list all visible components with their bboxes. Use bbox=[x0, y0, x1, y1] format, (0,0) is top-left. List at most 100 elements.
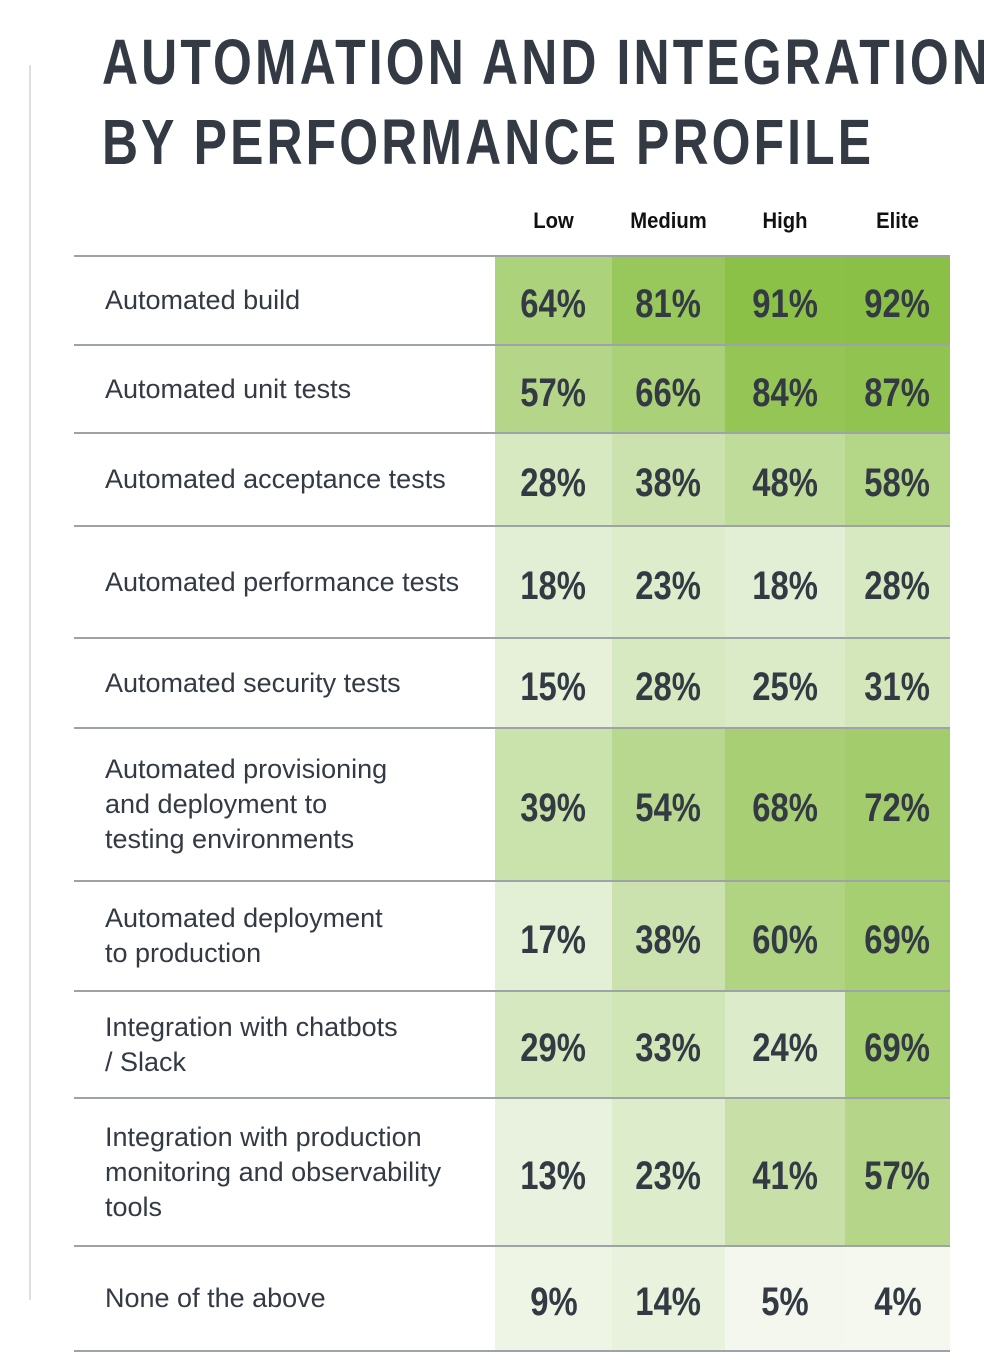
table-row: Integration with production monitoring a… bbox=[74, 1097, 950, 1245]
row-label: Automated performance tests bbox=[105, 566, 460, 597]
cell-value: 4% bbox=[873, 1280, 922, 1324]
heatmap-cell: 81% bbox=[612, 257, 725, 344]
heatmap-cell: 14% bbox=[612, 1247, 725, 1350]
cell-value: 66% bbox=[635, 370, 702, 415]
column-header-medium: Medium bbox=[630, 208, 707, 233]
cell-value: 57% bbox=[864, 1153, 931, 1198]
cell-value: 81% bbox=[635, 282, 702, 326]
heatmap-cell: 57% bbox=[845, 1099, 950, 1245]
heatmap-cell: 28% bbox=[495, 434, 612, 525]
row-label: Integration with production monitoring a… bbox=[105, 1121, 442, 1222]
heatmap-cell: 58% bbox=[845, 434, 950, 525]
row-label: Automated acceptance tests bbox=[105, 464, 446, 494]
decorative-line bbox=[29, 65, 31, 1300]
table-row: None of the above 9% 14% 5% 4% bbox=[74, 1245, 950, 1352]
heatmap-cell: 38% bbox=[612, 882, 725, 990]
heatmap-cell: 31% bbox=[845, 639, 950, 727]
cell-value: 54% bbox=[635, 786, 702, 830]
cell-value: 58% bbox=[864, 461, 931, 505]
heatmap-cell: 29% bbox=[495, 992, 612, 1097]
heatmap-cell: 68% bbox=[725, 729, 845, 880]
row-label: Automated unit tests bbox=[105, 373, 352, 404]
heatmap-cell: 23% bbox=[612, 527, 725, 637]
table-row: Automated deployment to production 17% 38%… bbox=[74, 880, 950, 990]
heatmap-cell: 57% bbox=[495, 346, 612, 432]
cell-value: 84% bbox=[752, 370, 818, 415]
cell-value: 64% bbox=[520, 282, 587, 326]
cell-value: 72% bbox=[864, 786, 931, 830]
table-row: Automated provisioning and deployment to… bbox=[74, 727, 950, 880]
cell-value: 28% bbox=[520, 461, 587, 505]
cell-value: 38% bbox=[635, 917, 702, 962]
column-header-high: High bbox=[762, 208, 808, 233]
row-label: Automated provisioning and deployment to… bbox=[105, 754, 388, 854]
heatmap-cell: 13% bbox=[495, 1099, 612, 1245]
cell-value: 23% bbox=[635, 1153, 702, 1198]
heatmap-cell: 15% bbox=[495, 639, 612, 727]
heatmap-cell: 23% bbox=[612, 1099, 725, 1245]
cell-value: 29% bbox=[520, 1026, 587, 1070]
column-header-low: Low bbox=[533, 208, 574, 233]
table-row: Automated security tests 15% 28% 25% 31% bbox=[74, 637, 950, 727]
cell-value: 57% bbox=[520, 370, 587, 415]
heatmap-cell: 41% bbox=[725, 1099, 845, 1245]
heatmap-cell: 39% bbox=[495, 729, 612, 880]
cell-value: 68% bbox=[752, 786, 818, 830]
cell-value: 39% bbox=[520, 786, 587, 830]
heatmap-cell: 18% bbox=[725, 527, 845, 637]
cell-value: 24% bbox=[752, 1026, 818, 1070]
heatmap-cell: 72% bbox=[845, 729, 950, 880]
row-label: Automated security tests bbox=[105, 667, 401, 698]
cell-value: 23% bbox=[635, 563, 702, 608]
cell-value: 18% bbox=[520, 563, 587, 608]
heatmap-cell: 69% bbox=[845, 882, 950, 990]
heatmap-cell: 28% bbox=[845, 527, 950, 637]
row-label: None of the above bbox=[105, 1283, 326, 1313]
cell-value: 14% bbox=[635, 1280, 702, 1324]
cell-value: 87% bbox=[864, 370, 931, 415]
cell-value: 33% bbox=[635, 1026, 702, 1070]
heatmap-cell: 4% bbox=[845, 1247, 950, 1350]
heatmap-cell: 38% bbox=[612, 434, 725, 525]
table-row: Automated acceptance tests 28% 38% 48% 58% bbox=[74, 432, 950, 525]
cell-value: 48% bbox=[752, 461, 818, 505]
cell-value: 13% bbox=[520, 1153, 587, 1198]
cell-value: 28% bbox=[864, 563, 931, 608]
row-label: Integration with chatbots / Slack bbox=[105, 1011, 398, 1077]
heatmap-cell: 24% bbox=[725, 992, 845, 1097]
heatmap-cell: 5% bbox=[725, 1247, 845, 1350]
cell-value: 9% bbox=[529, 1280, 578, 1324]
row-label: Automated deployment to production bbox=[105, 903, 383, 968]
heatmap-cell: 91% bbox=[725, 257, 845, 344]
heatmap-cell: 92% bbox=[845, 257, 950, 344]
cell-value: 91% bbox=[752, 282, 818, 326]
cell-value: 31% bbox=[864, 664, 931, 709]
row-label: Automated build bbox=[105, 285, 301, 315]
heatmap-cell: 28% bbox=[612, 639, 725, 727]
cell-value: 17% bbox=[520, 917, 587, 962]
title-line-1: AUTOMATION AND INTEGRATION bbox=[102, 26, 984, 98]
cell-value: 25% bbox=[752, 664, 818, 709]
heatmap-cell: 48% bbox=[725, 434, 845, 525]
heatmap-cell: 18% bbox=[495, 527, 612, 637]
cell-value: 38% bbox=[635, 461, 702, 505]
cell-value: 69% bbox=[864, 917, 931, 962]
heatmap-cell: 54% bbox=[612, 729, 725, 880]
heatmap-cell: 25% bbox=[725, 639, 845, 727]
table-row: Automated unit tests 57% 66% 84% 87% bbox=[74, 344, 950, 432]
cell-value: 18% bbox=[752, 563, 818, 608]
cell-value: 28% bbox=[635, 664, 702, 709]
heatmap-cell: 84% bbox=[725, 346, 845, 432]
heatmap-cell: 87% bbox=[845, 346, 950, 432]
cell-value: 60% bbox=[752, 917, 818, 962]
heatmap-cell: 64% bbox=[495, 257, 612, 344]
chart-title: AUTOMATION AND INTEGRATION BY PERFORMANC… bbox=[102, 22, 984, 182]
cell-value: 5% bbox=[761, 1280, 809, 1324]
cell-value: 69% bbox=[864, 1026, 931, 1070]
heatmap-cell: 9% bbox=[495, 1247, 612, 1350]
heatmap-cell: 66% bbox=[612, 346, 725, 432]
heatmap-cell: 60% bbox=[725, 882, 845, 990]
heatmap-cell: 69% bbox=[845, 992, 950, 1097]
heatmap-cell: 17% bbox=[495, 882, 612, 990]
heatmap-cell: 33% bbox=[612, 992, 725, 1097]
